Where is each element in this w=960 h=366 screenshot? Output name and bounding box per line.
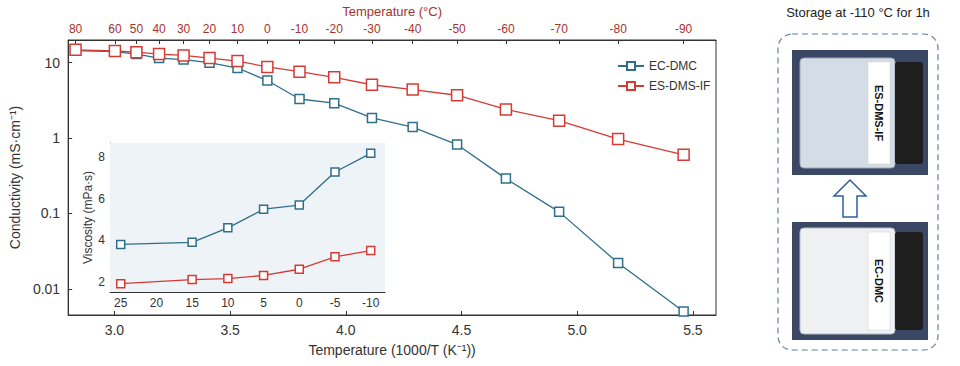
svg-text:ES-DMS-IF: ES-DMS-IF [873, 85, 885, 142]
svg-text:0: 0 [264, 22, 271, 36]
svg-text:-10: -10 [362, 296, 380, 310]
svg-text:4.0: 4.0 [336, 322, 356, 338]
svg-text:-20: -20 [326, 22, 344, 36]
svg-text:5: 5 [260, 296, 267, 310]
svg-text:10: 10 [221, 296, 235, 310]
svg-text:10: 10 [45, 55, 61, 71]
svg-text:25: 25 [114, 296, 128, 310]
svg-text:10: 10 [231, 22, 245, 36]
svg-text:-30: -30 [363, 22, 381, 36]
svg-text:-50: -50 [448, 22, 466, 36]
svg-text:80: 80 [69, 22, 83, 36]
svg-text:-10: -10 [291, 22, 309, 36]
svg-text:5.0: 5.0 [567, 322, 587, 338]
svg-text:EC-DMC: EC-DMC [649, 59, 697, 73]
svg-text:0.01: 0.01 [33, 281, 60, 297]
svg-text:15: 15 [185, 296, 199, 310]
svg-text:Conductivity (mS·cm⁻¹): Conductivity (mS·cm⁻¹) [7, 106, 23, 249]
svg-text:-70: -70 [550, 22, 568, 36]
svg-text:EC-DMC: EC-DMC [873, 259, 885, 303]
svg-text:-90: -90 [675, 22, 693, 36]
svg-text:4.5: 4.5 [452, 322, 472, 338]
svg-text:0.1: 0.1 [41, 205, 61, 221]
svg-text:-60: -60 [497, 22, 515, 36]
svg-text:Storage at -110 °C for 1h: Storage at -110 °C for 1h [786, 5, 930, 20]
svg-text:4: 4 [98, 233, 105, 247]
svg-text:20: 20 [203, 22, 217, 36]
svg-text:Viscosity (mPa·s): Viscosity (mPa·s) [81, 171, 95, 264]
svg-text:50: 50 [130, 22, 144, 36]
svg-text:8: 8 [98, 150, 105, 164]
svg-text:2: 2 [98, 275, 105, 289]
svg-text:Temperature (°C): Temperature (°C) [342, 4, 442, 19]
svg-text:3.0: 3.0 [105, 322, 125, 338]
svg-text:0: 0 [296, 296, 303, 310]
svg-text:60: 60 [108, 22, 122, 36]
svg-text:-80: -80 [609, 22, 627, 36]
svg-text:20: 20 [150, 296, 164, 310]
svg-text:5.5: 5.5 [683, 322, 703, 338]
svg-text:6: 6 [98, 192, 105, 206]
svg-text:40: 40 [152, 22, 166, 36]
svg-text:-5: -5 [330, 296, 341, 310]
svg-text:-40: -40 [404, 22, 422, 36]
svg-text:30: 30 [177, 22, 191, 36]
svg-text:1: 1 [52, 130, 60, 146]
svg-text:Temperature (1000/T (K⁻¹)): Temperature (1000/T (K⁻¹)) [308, 342, 475, 358]
svg-text:ES-DMS-IF: ES-DMS-IF [649, 79, 710, 93]
svg-text:3.5: 3.5 [220, 322, 240, 338]
